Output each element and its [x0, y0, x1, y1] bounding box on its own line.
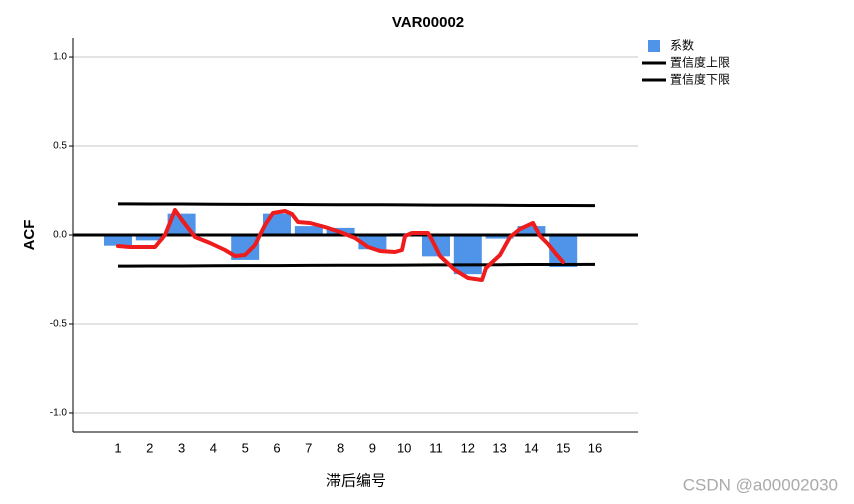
legend-label: 系数: [670, 38, 694, 53]
y-tick-label: 0.5: [53, 141, 67, 152]
x-tick-label: 10: [397, 440, 411, 455]
x-tick-label: 8: [337, 440, 344, 455]
bar: [135, 235, 164, 241]
x-tick-label: 14: [524, 440, 538, 455]
x-tick-label: 4: [210, 440, 217, 455]
bar: [453, 235, 482, 275]
x-tick-label: 13: [492, 440, 506, 455]
confidence-line: [117, 262, 596, 268]
watermark: CSDN @a00002030: [683, 475, 838, 494]
confidence-line: [117, 202, 596, 208]
legend-label: 置信度下限: [670, 72, 730, 87]
x-tick-label: 6: [273, 440, 280, 455]
x-axis-label: 滞后编号: [326, 472, 386, 490]
x-tick-label: 11: [429, 440, 443, 455]
x-tick-label: 2: [146, 440, 153, 455]
legend-swatch: [648, 40, 660, 52]
x-tick-label: 12: [461, 440, 475, 455]
x-tick-label: 7: [305, 440, 312, 455]
bar: [517, 226, 546, 235]
bar: [485, 235, 514, 239]
legend-label: 置信度上限: [670, 55, 730, 70]
bar: [104, 235, 132, 246]
y-tick-label: 1.0: [53, 52, 67, 63]
x-tick-label: 1: [114, 440, 121, 455]
y-tick-label: -0.5: [50, 319, 68, 330]
x-tick-label: 9: [369, 440, 376, 455]
y-tick-label: -1.0: [50, 408, 68, 419]
x-tick-label: 3: [178, 440, 185, 455]
y-tick-label: 0.0: [53, 230, 67, 241]
hand-drawn-annotation: [116, 208, 565, 282]
bar: [294, 226, 323, 235]
y-axis-label: ACF: [21, 220, 38, 251]
x-tick-label: 5: [242, 440, 249, 455]
chart-title: VAR00002: [392, 14, 464, 31]
x-tick-label: 16: [588, 440, 602, 455]
x-tick-label: 15: [556, 440, 570, 455]
